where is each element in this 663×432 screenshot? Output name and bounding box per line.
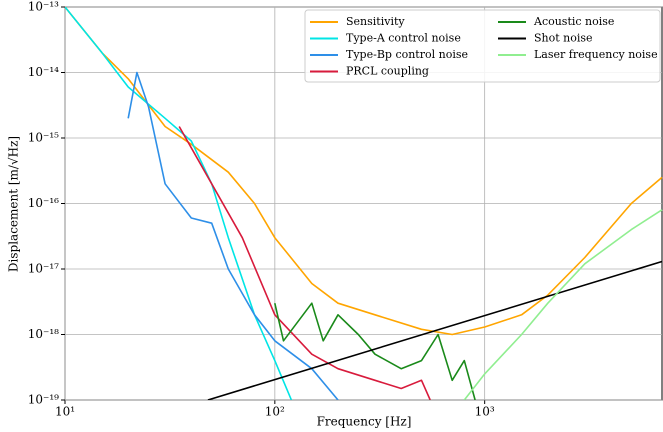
series-line [207,260,663,400]
y-tick-label: 10⁻¹³ [28,0,59,14]
x-tick-label: 10¹ [55,405,75,419]
y-tick-label: 10⁻¹⁴ [28,65,59,79]
x-tick-label: 10³ [475,405,495,419]
y-tick-label: 10⁻¹⁹ [28,393,59,407]
legend-label: Acoustic noise [533,15,614,28]
legend-label: Type-Bp control noise [346,48,468,61]
legend-label: Shot noise [534,32,593,45]
x-tick-label: 10² [265,405,285,419]
legend-label: Laser frequency noise [534,48,658,61]
y-tick-label: 10⁻¹⁸ [28,327,59,341]
y-tick-label: 10⁻¹⁷ [28,262,59,276]
y-tick-label: 10⁻¹⁵ [28,131,59,145]
legend-label: PRCL coupling [346,65,429,78]
y-axis-label: Displacement [m/√Hz] [7,136,21,272]
legend-label: Sensitivity [346,15,405,28]
legend-label: Type-A control noise [346,32,461,45]
x-axis-label: Frequency [Hz] [317,415,412,429]
series-line [274,302,476,400]
series-line [463,209,663,400]
series-line [65,7,663,336]
legend-box [304,9,661,83]
series-line [178,126,431,400]
series-line [127,71,339,400]
series-line [65,7,293,400]
y-tick-label: 10⁻¹⁶ [28,196,59,210]
